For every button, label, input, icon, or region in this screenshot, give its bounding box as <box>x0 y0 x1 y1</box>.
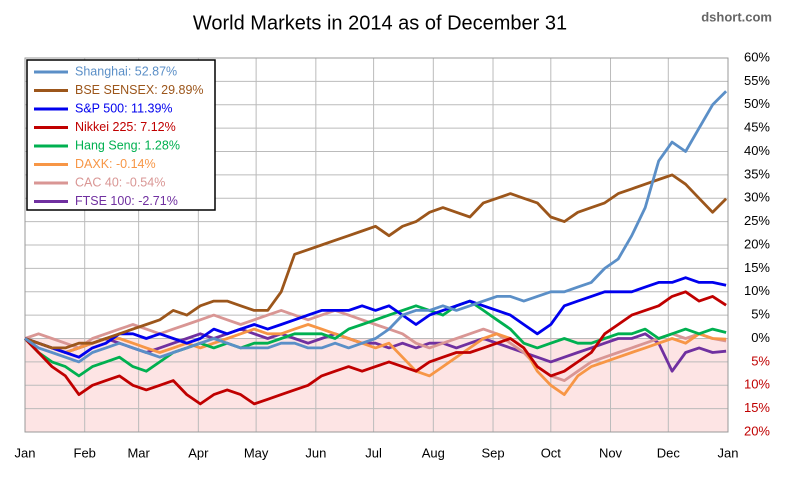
plot-border <box>24 57 729 433</box>
x-tick-label: Nov <box>599 445 623 460</box>
y-tick-label: 30% <box>744 190 770 205</box>
y-tick-label: 0% <box>751 330 770 345</box>
y-tick-label: 15% <box>744 400 770 415</box>
y-tick-label: 15% <box>744 260 770 275</box>
x-tick-label: Jun <box>305 445 326 460</box>
x-tick-label: Apr <box>188 445 209 460</box>
series-line <box>24 276 727 359</box>
series-line <box>24 323 727 396</box>
x-tick-label: Aug <box>422 445 445 460</box>
y-tick-label: 35% <box>744 166 770 181</box>
legend-label: S&P 500: 11.39% <box>75 101 173 115</box>
x-tick-label: Sep <box>481 445 504 460</box>
series-line <box>24 90 728 364</box>
legend: Shanghai: 52.87% BSE SENSEX: 29.89% S&P 50… <box>26 59 216 211</box>
legend-label: CAC 40: -0.54% <box>75 175 165 189</box>
x-tick-label: Dec <box>657 445 681 460</box>
legend-box <box>26 59 216 211</box>
x-tick-label: Jan <box>718 445 739 460</box>
y-tick-label: 40% <box>744 143 770 158</box>
y-tick-label: 60% <box>744 49 770 64</box>
legend-label: Hang Seng: 1.28% <box>75 138 180 152</box>
source: dshort.com <box>701 9 772 24</box>
y-tick-label: 50% <box>744 96 770 111</box>
series-line <box>23 299 727 378</box>
y-tick-label: 20% <box>744 236 770 251</box>
y-tick-label: 55% <box>744 73 770 88</box>
series-line <box>24 173 728 350</box>
legend-label: Shanghai: 52.87% <box>75 64 177 78</box>
y-tick-label: 10% <box>744 377 770 392</box>
legend-label: Nikkei 225: 7.12% <box>75 120 176 134</box>
x-tick-label: Oct <box>541 445 562 460</box>
y-tick-label: 5% <box>751 353 770 368</box>
series-line <box>23 290 727 406</box>
x-tick-label: Mar <box>127 445 150 460</box>
y-tick-label: 20% <box>744 423 770 438</box>
legend-label: BSE SENSEX: 29.89% <box>75 83 204 97</box>
y-tick-label: 10% <box>744 283 770 298</box>
chart-title: World Markets in 2014 as of December 31 <box>193 12 567 34</box>
x-tick-label: Jan <box>15 445 36 460</box>
y-tick-label: 25% <box>744 213 770 228</box>
x-tick-label: Jul <box>365 445 382 460</box>
x-tick-label: May <box>244 445 269 460</box>
legend-label: FTSE 100: -2.71% <box>75 194 178 208</box>
y-tick-label: 45% <box>744 120 770 135</box>
x-tick-label: Feb <box>74 445 96 460</box>
y-tick-label: 5% <box>751 307 770 322</box>
legend-label: DAXK: -0.14% <box>75 157 156 171</box>
series-line <box>24 309 727 382</box>
